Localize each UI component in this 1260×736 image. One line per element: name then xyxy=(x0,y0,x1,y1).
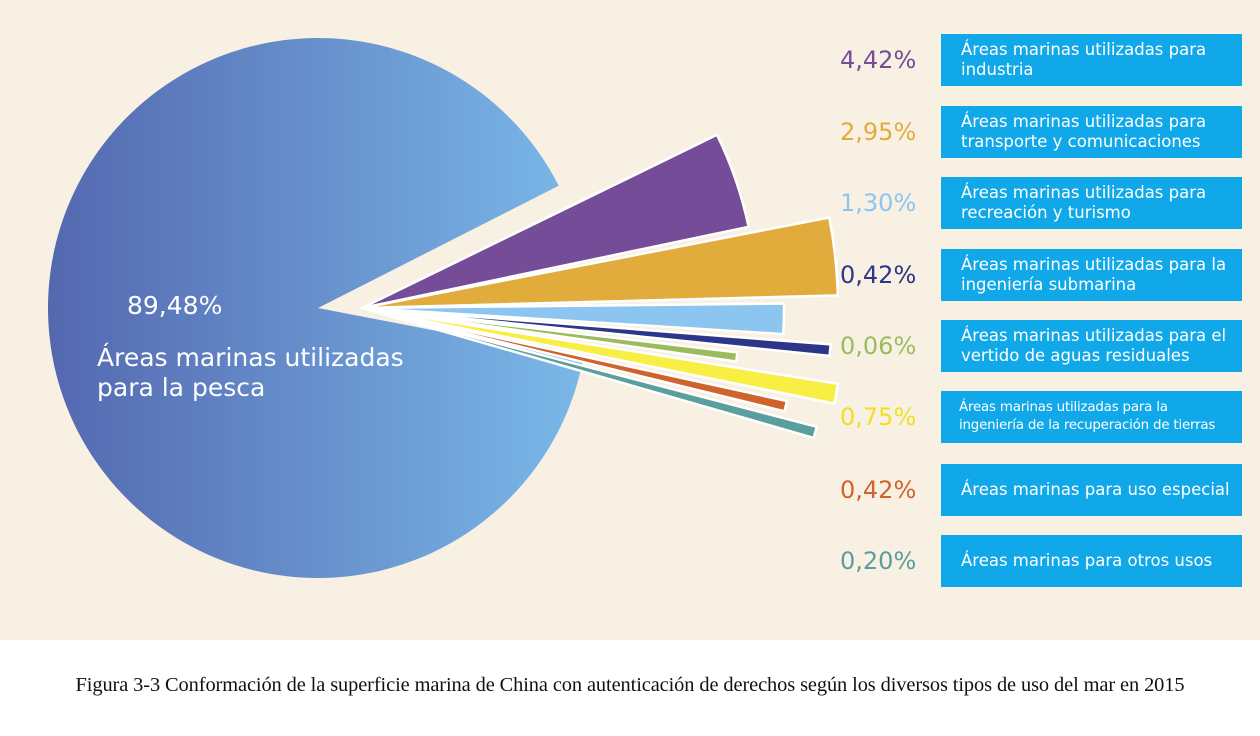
legend-item-ingenieria-submarina: 0,42% Áreas marinas utilizadas para la i… xyxy=(840,249,1242,301)
main-slice-label: Áreas marinas utilizadas para la pesca xyxy=(97,343,404,402)
pie-slice-5 xyxy=(360,306,739,363)
legend-label-box: Áreas marinas utilizadas para el vertido… xyxy=(941,320,1242,372)
legend-percent: 2,95% xyxy=(840,118,917,146)
legend-label: Áreas marinas para otros usos xyxy=(961,551,1213,570)
legend-label-box: Áreas marinas utilizadas para industria xyxy=(941,34,1242,86)
legend-item-uso-especial: 0,42% Áreas marinas para uso especial xyxy=(840,464,1242,516)
pie-slice-3 xyxy=(360,302,786,336)
pie-slice-2 xyxy=(360,216,840,310)
legend-percent: 0,42% xyxy=(840,476,917,504)
legend-label: Áreas marinas utilizadas para la ingenie… xyxy=(959,400,1216,433)
legend-label: Áreas marinas utilizadas para transporte… xyxy=(961,112,1207,151)
legend-label-box: Áreas marinas utilizadas para recreación… xyxy=(941,177,1242,229)
legend-percent: 1,30% xyxy=(840,189,917,217)
legend-label-box: Áreas marinas utilizadas para la ingenie… xyxy=(941,249,1242,301)
legend-item-otros-usos: 0,20% Áreas marinas para otros usos xyxy=(840,535,1242,587)
pie-slice-4 xyxy=(360,306,832,358)
legend-item-recreacion: 1,30% Áreas marinas utilizadas para recr… xyxy=(840,177,1242,229)
figure-caption: Figura 3-3 Conformación de la superficie… xyxy=(75,674,1185,696)
legend-percent: 0,06% xyxy=(840,332,917,360)
legend-label: Áreas marinas utilizadas para recreación… xyxy=(961,183,1207,222)
legend-label: Áreas marinas utilizadas para la ingenie… xyxy=(961,255,1227,294)
legend-percent: 4,42% xyxy=(840,46,917,74)
legend-percent: 0,20% xyxy=(840,547,917,575)
pie-slice-6 xyxy=(360,306,840,405)
legend-label-box: Áreas marinas para otros usos xyxy=(941,535,1242,587)
legend-label-box: Áreas marinas para uso especial xyxy=(941,464,1242,516)
main-slice-value: 89,48% xyxy=(127,291,223,320)
legend-label-box: Áreas marinas utilizadas para la ingenie… xyxy=(941,391,1242,443)
chart-panel: 89,48% Áreas marinas utilizadas para la … xyxy=(0,0,1260,640)
legend-item-recuperacion: 0,75% Áreas marinas utilizadas para la i… xyxy=(840,391,1242,443)
pie-chart xyxy=(47,38,840,579)
legend-percent: 0,75% xyxy=(840,403,917,431)
legend-label: Áreas marinas utilizadas para el vertido… xyxy=(961,326,1227,365)
legend-percent: 0,42% xyxy=(840,261,917,289)
pie-slice-1 xyxy=(360,133,750,310)
pie-slice-8 xyxy=(360,306,818,440)
legend-label: Áreas marinas para uso especial xyxy=(961,480,1230,499)
pie-slices xyxy=(47,38,840,579)
pie-slice-pesca xyxy=(47,38,584,579)
legend-label-box: Áreas marinas utilizadas para transporte… xyxy=(941,106,1242,158)
legend-item-vertido: 0,06% Áreas marinas utilizadas para el v… xyxy=(840,320,1242,372)
legend-label: Áreas marinas utilizadas para industria xyxy=(961,40,1207,79)
legend-item-transporte: 2,95% Áreas marinas utilizadas para tran… xyxy=(840,106,1242,158)
pie-slice-7 xyxy=(360,306,789,413)
legend-item-industria: 4,42% Áreas marinas utilizadas para indu… xyxy=(840,34,1242,86)
